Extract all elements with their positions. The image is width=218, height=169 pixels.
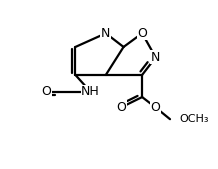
Text: OCH₃: OCH₃: [179, 114, 209, 124]
Text: O: O: [151, 101, 161, 114]
Text: O: O: [42, 85, 52, 98]
Text: O: O: [116, 101, 126, 114]
Text: NH: NH: [81, 85, 100, 98]
Text: N: N: [151, 51, 160, 64]
Text: O: O: [137, 27, 147, 40]
Text: N: N: [101, 27, 111, 40]
